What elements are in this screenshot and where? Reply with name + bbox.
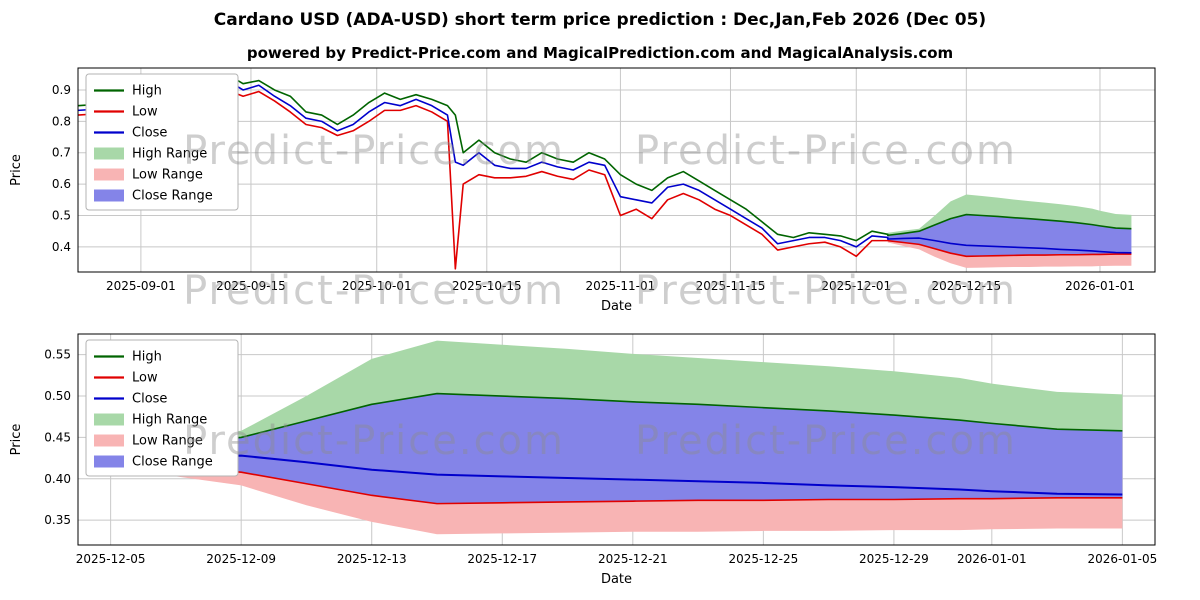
legend-label: Close [132, 392, 167, 407]
legend-swatch-high-range [94, 147, 124, 160]
x-tick-label: 2025-12-17 [467, 552, 537, 566]
x-tick-label: 2025-12-01 [821, 279, 891, 293]
x-tick-label: 2025-09-15 [216, 279, 286, 293]
y-tick-label: 0.40 [44, 472, 71, 486]
legend-label: High [132, 84, 162, 99]
legend-label: Low [132, 105, 158, 120]
legend-swatch-close-range [94, 455, 124, 468]
legend-swatch-low-range [94, 168, 124, 181]
y-axis-label: Price [9, 154, 24, 186]
y-tick-label: 0.5 [52, 209, 71, 223]
y-tick-label: 0.45 [44, 430, 71, 444]
chart-subtitle: powered by Predict-Price.com and Magical… [246, 44, 954, 62]
y-tick-label: 0.55 [44, 348, 71, 362]
x-tick-label: 2025-12-25 [728, 552, 798, 566]
x-tick-label: 2025-10-15 [452, 279, 522, 293]
legend-label: Low [132, 371, 158, 386]
line-low [77, 89, 1132, 270]
x-tick-label: 2025-12-09 [206, 552, 276, 566]
x-tick-label: 2026-01-01 [1065, 279, 1135, 293]
x-tick-label: 2025-12-21 [598, 552, 668, 566]
y-tick-label: 0.6 [52, 177, 71, 191]
top-chart: 0.4 0.5 0.6 0.7 0.8 0.9 2025-09-01 2025-09-15 20… [9, 67, 1156, 314]
x-tick-label: 2025-11-01 [586, 279, 656, 293]
legend-swatch-close-range [94, 189, 124, 202]
x-tick-label: 2025-12-05 [76, 552, 146, 566]
legend-swatch-high-range [94, 413, 124, 426]
line-close [77, 79, 1132, 254]
plot-border [77, 67, 1156, 273]
x-tick-label: 2025-12-15 [931, 279, 1001, 293]
legend-label: Close Range [132, 189, 213, 204]
line-low [110, 461, 1123, 505]
legend-swatch-low-range [94, 434, 124, 447]
y-tick-label: 0.4 [52, 240, 71, 254]
line-close [110, 454, 1123, 496]
legend-label: Close Range [132, 455, 213, 470]
x-axis-label: Date [601, 299, 632, 314]
x-tick-label: 2025-12-13 [337, 552, 407, 566]
line-high [77, 73, 1132, 242]
band-high-range [110, 340, 1123, 449]
x-tick-label: 2025-12-29 [859, 552, 929, 566]
legend-label: High [132, 350, 162, 365]
x-tick-label: 2025-09-01 [106, 279, 176, 293]
band-low-range [887, 240, 1132, 268]
y-axis-label: Price [9, 424, 24, 456]
x-tick-label: 2025-11-15 [696, 279, 766, 293]
band-low-range [110, 462, 1123, 535]
band-close-range [887, 214, 1132, 257]
x-tick-label: 2026-01-05 [1087, 552, 1157, 566]
chart-title: Cardano USD (ADA-USD) short term price p… [213, 10, 987, 30]
plot-border [77, 333, 1156, 546]
y-tick-label: 0.35 [44, 513, 71, 527]
legend-label: Close [132, 126, 167, 141]
x-tick-label: 2025-10-01 [342, 279, 412, 293]
legend-label: Low Range [132, 168, 203, 183]
y-tick-label: 0.50 [44, 389, 71, 403]
legend-label: High Range [132, 147, 207, 162]
y-tick-label: 0.9 [52, 83, 71, 97]
line-high [110, 392, 1123, 449]
x-tick-label: 2026-01-01 [957, 552, 1027, 566]
x-axis-label: Date [601, 572, 632, 587]
y-tick-label: 0.7 [52, 146, 71, 160]
band-high-range [887, 194, 1132, 236]
bottom-chart: 0.35 0.40 0.45 0.50 0.55 2025-12-05 2025-12-09… [9, 333, 1157, 587]
legend-label: High Range [132, 413, 207, 428]
band-close-range [110, 393, 1123, 504]
legend-label: Low Range [132, 434, 203, 449]
y-tick-label: 0.8 [52, 114, 71, 128]
